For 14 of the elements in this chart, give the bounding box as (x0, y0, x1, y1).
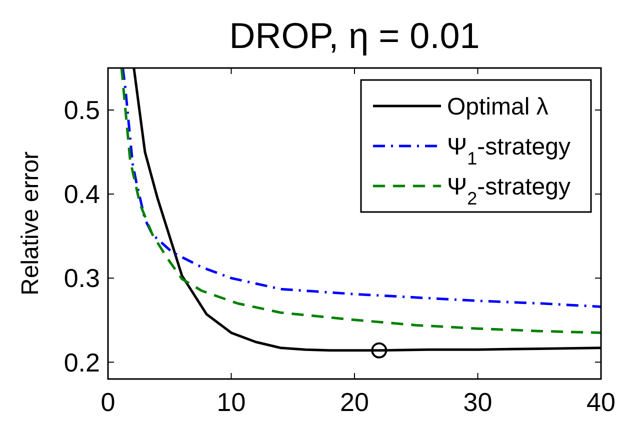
legend-label: Ψ$_{1}$-strategy (447, 133, 570, 168)
x-tick-label: 40 (586, 387, 616, 417)
y-tick-label: 0.4 (64, 179, 100, 210)
y-tick-label: 0.3 (64, 263, 100, 294)
x-tick-label: 20 (340, 387, 369, 417)
legend-label: Optimal λ (447, 93, 548, 120)
x-tick-label: 30 (463, 387, 492, 417)
y-tick-label: 0.2 (64, 347, 100, 378)
chart-title: DROP, η = 0.01 (229, 15, 480, 56)
y-axis-title: Relative error (17, 151, 44, 296)
legend-label: Ψ$_{2}$-strategy (447, 173, 570, 208)
y-tick-label: 0.5 (64, 95, 100, 126)
x-tick-label: 10 (216, 387, 246, 417)
x-tick-label: 0 (100, 387, 116, 417)
